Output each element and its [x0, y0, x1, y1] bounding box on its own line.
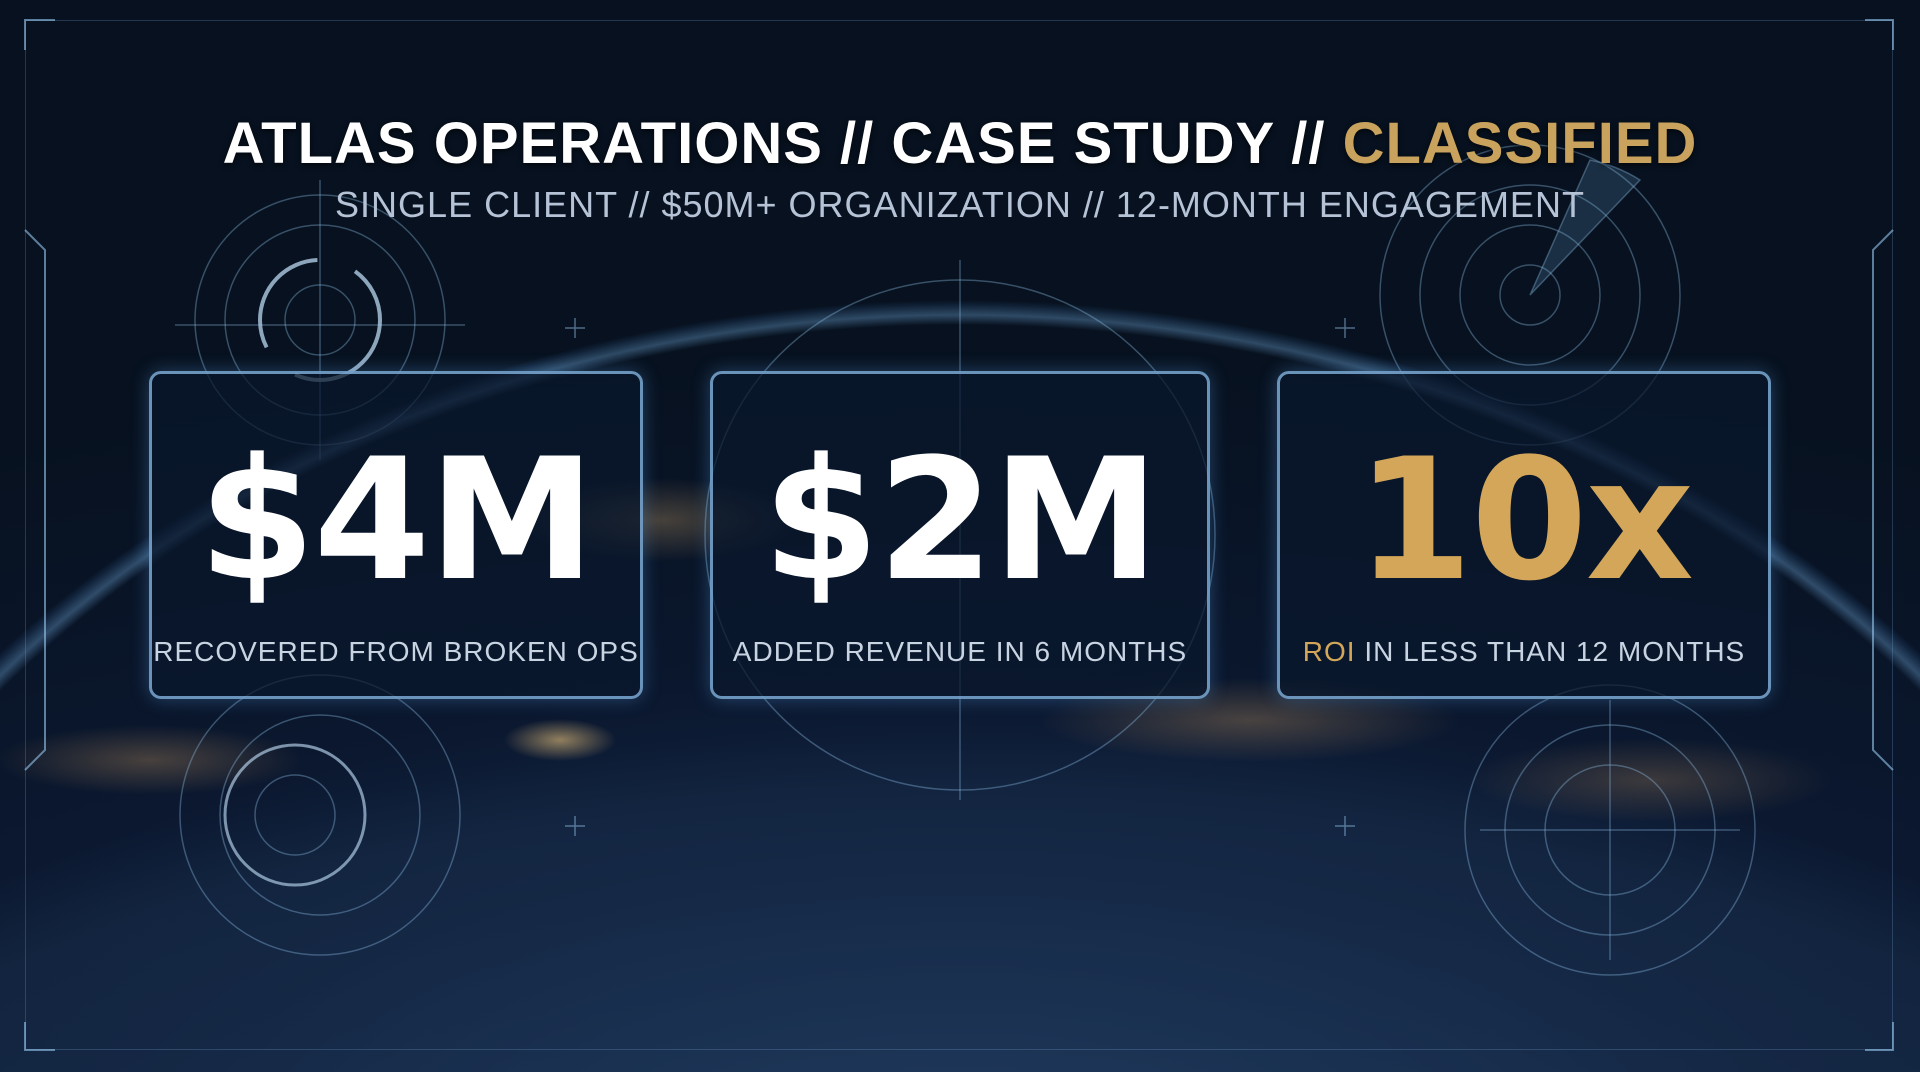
- metric-label: ADDED REVENUE IN 6 MONTHS: [732, 636, 1188, 667]
- radar-icon: [1464, 684, 1756, 976]
- title-main: ATLAS OPERATIONS // CASE STUDY //: [222, 111, 1343, 176]
- page-title: ATLAS OPERATIONS // CASE STUDY // CLASSI…: [0, 110, 1920, 177]
- metric-value: $2M: [762, 422, 1160, 618]
- metric-label: RECOVERED FROM BROKEN OPS: [153, 636, 639, 667]
- page-subtitle: SINGLE CLIENT // $50M+ ORGANIZATION // 1…: [335, 184, 1585, 225]
- roi-highlight: ROI: [1302, 636, 1356, 667]
- metric-card-recovered: $4M RECOVERED FROM BROKEN OPS: [149, 371, 643, 699]
- metric-value: 10x: [1355, 422, 1694, 618]
- metric-label: ROI IN LESS THAN 12 MONTHS: [1280, 636, 1768, 668]
- title-classified: CLASSIFIED: [1342, 111, 1698, 176]
- roi-label-rest: IN LESS THAN 12 MONTHS: [1355, 636, 1746, 667]
- hud-frame: [25, 20, 1893, 1050]
- target-reticle-icon: [179, 674, 461, 956]
- metric-card-revenue: $2M ADDED REVENUE IN 6 MONTHS: [710, 371, 1210, 699]
- crosshair-marks: [565, 318, 1355, 836]
- corner-brackets: [24, 19, 1894, 1051]
- metric-card-roi: 10x ROI IN LESS THAN 12 MONTHS: [1277, 371, 1771, 699]
- radar-icon: [1379, 144, 1681, 446]
- metric-value: $4M: [198, 422, 596, 618]
